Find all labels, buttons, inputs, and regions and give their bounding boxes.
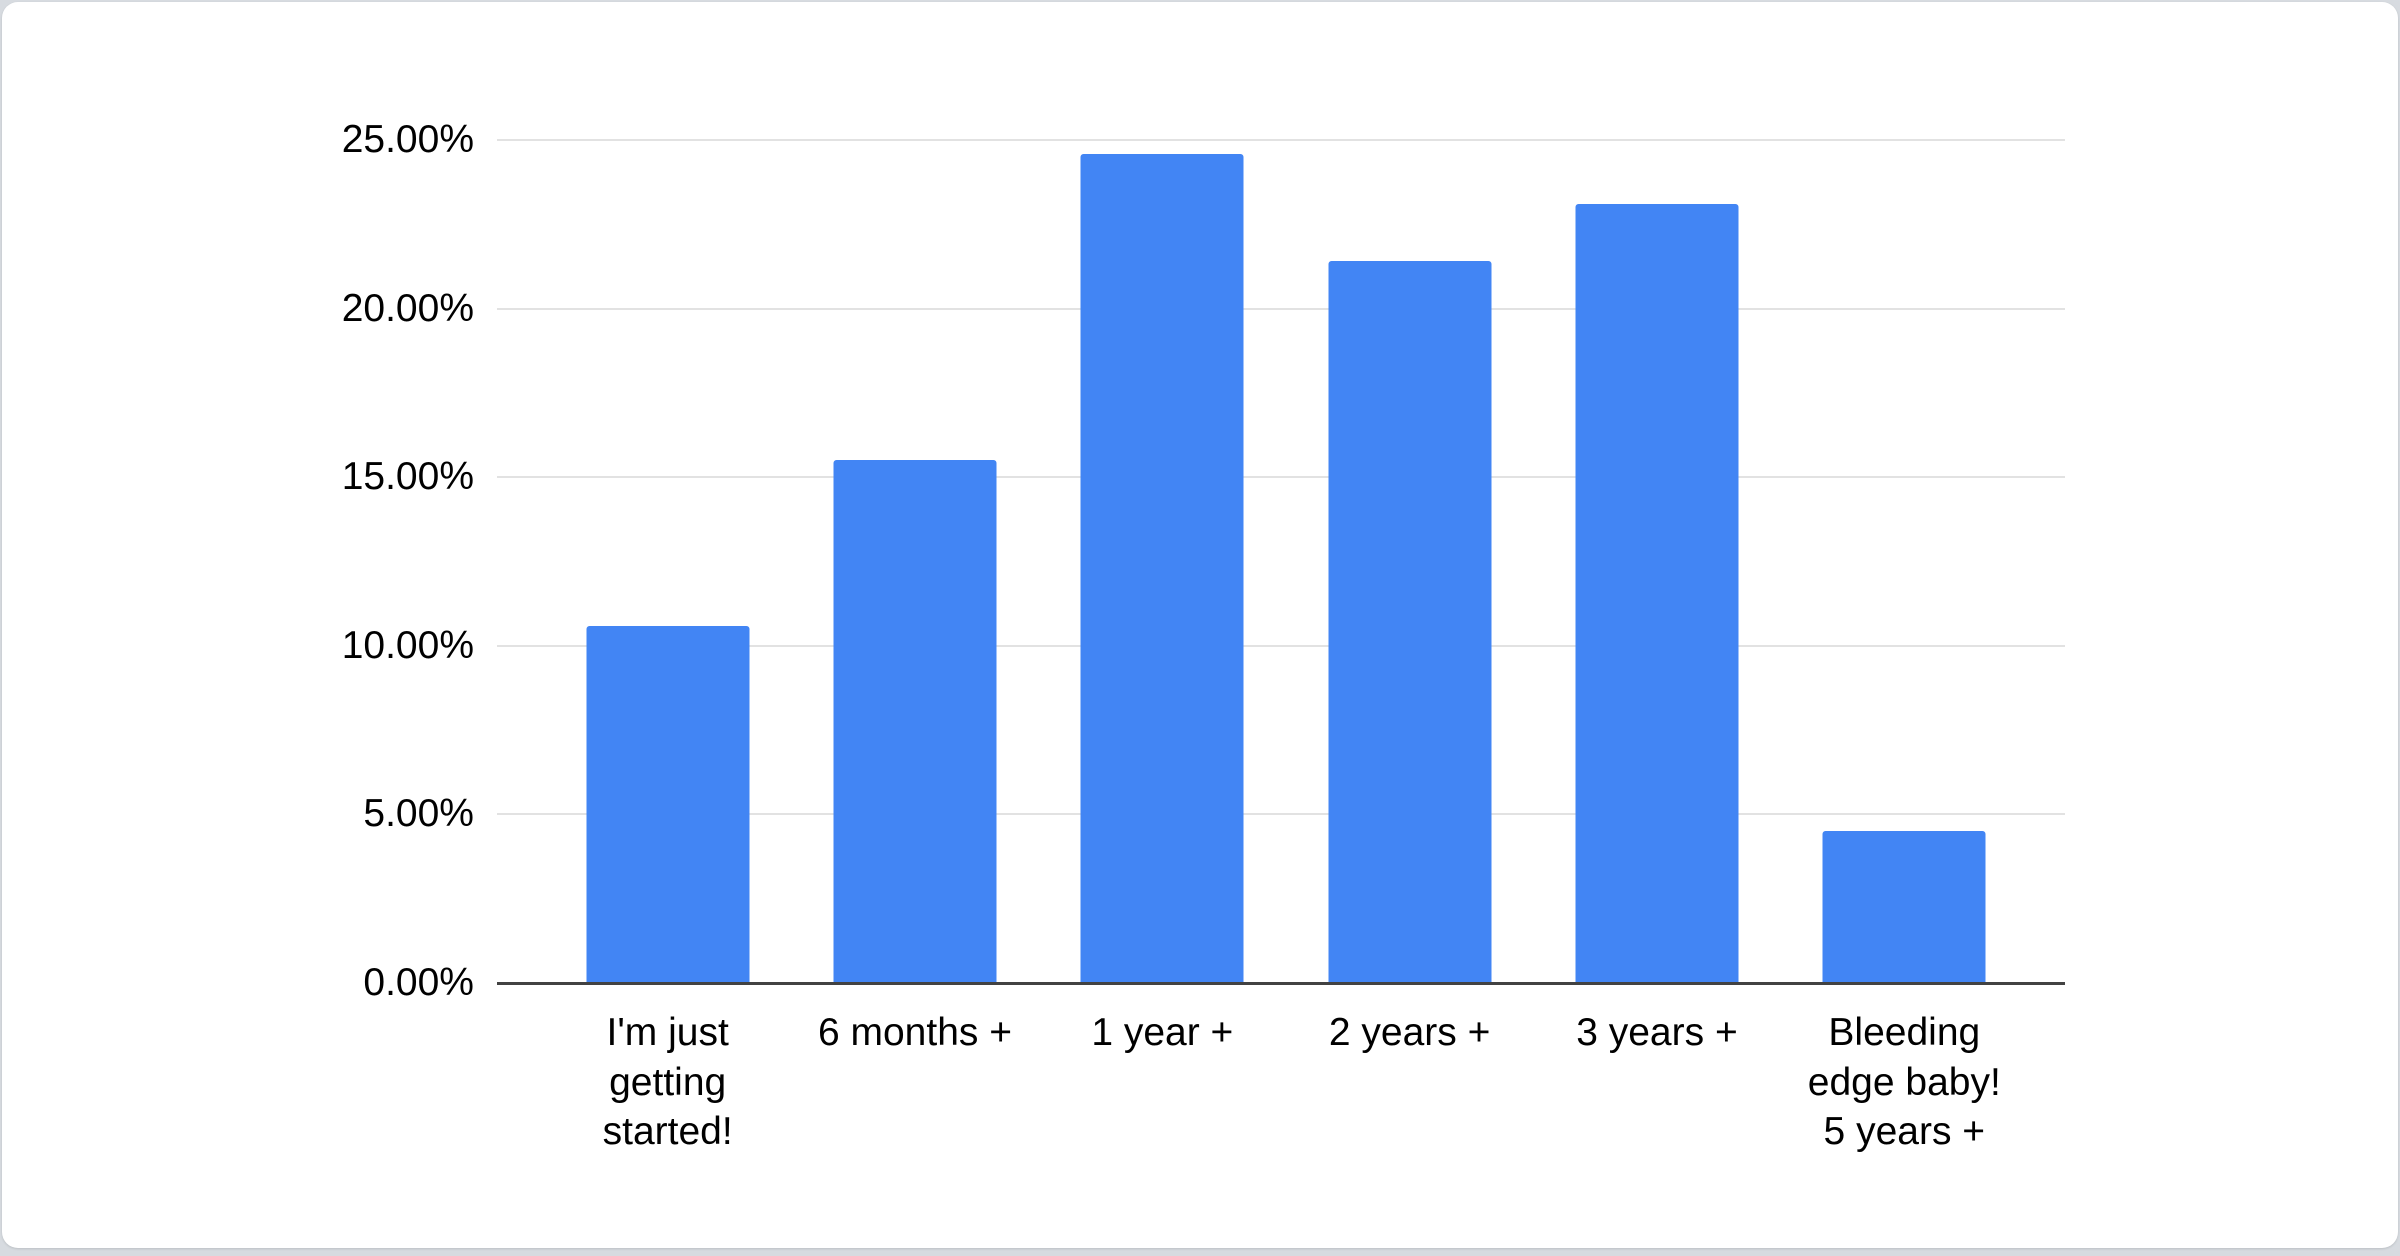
- gridline-10pct: [497, 644, 2065, 647]
- bar-band: [544, 140, 791, 983]
- y-tick-label: 20.00%: [341, 286, 474, 330]
- bars-plot-area: [544, 140, 2028, 983]
- chart-bar[interactable]: [1822, 831, 1986, 983]
- x-category-label: 1 year +: [1091, 1011, 1234, 1054]
- chart-bar[interactable]: [1575, 204, 1739, 983]
- y-tick-label: 15.00%: [341, 455, 474, 499]
- x-category-label: Bleeding edge baby! 5 years +: [1807, 1011, 2001, 1154]
- bar-band: [791, 140, 1038, 983]
- chart-bar[interactable]: [833, 460, 997, 983]
- gridline-15pct: [497, 476, 2065, 479]
- gridline-25pct: [497, 139, 2065, 141]
- bar-band: [1781, 140, 2028, 983]
- bar-band: [1039, 140, 1286, 983]
- x-category-label: 2 years +: [1328, 1011, 1491, 1054]
- gridline-20pct: [497, 307, 2065, 310]
- y-tick-label: 25.00%: [341, 118, 474, 161]
- chart-bar[interactable]: [586, 625, 750, 983]
- y-tick-label: 5.00%: [363, 792, 474, 836]
- bar-band: [1286, 140, 1533, 983]
- x-category-label: 6 months +: [817, 1011, 1012, 1054]
- chart-bar[interactable]: [1080, 153, 1244, 983]
- chart-bar[interactable]: [1328, 261, 1492, 983]
- x-axis-line: [497, 982, 2065, 985]
- y-tick-label: 0.00%: [363, 961, 474, 1004]
- x-category-label: 3 years +: [1576, 1011, 1738, 1054]
- x-category-label: I'm just getting started!: [602, 1011, 733, 1154]
- bar-band: [1533, 140, 1780, 983]
- gridline-5pct: [497, 813, 2065, 816]
- x-axis-category-labels: I'm just getting started! 6 months + 1 yea…: [544, 1008, 2028, 1157]
- y-tick-label: 10.00%: [341, 623, 474, 667]
